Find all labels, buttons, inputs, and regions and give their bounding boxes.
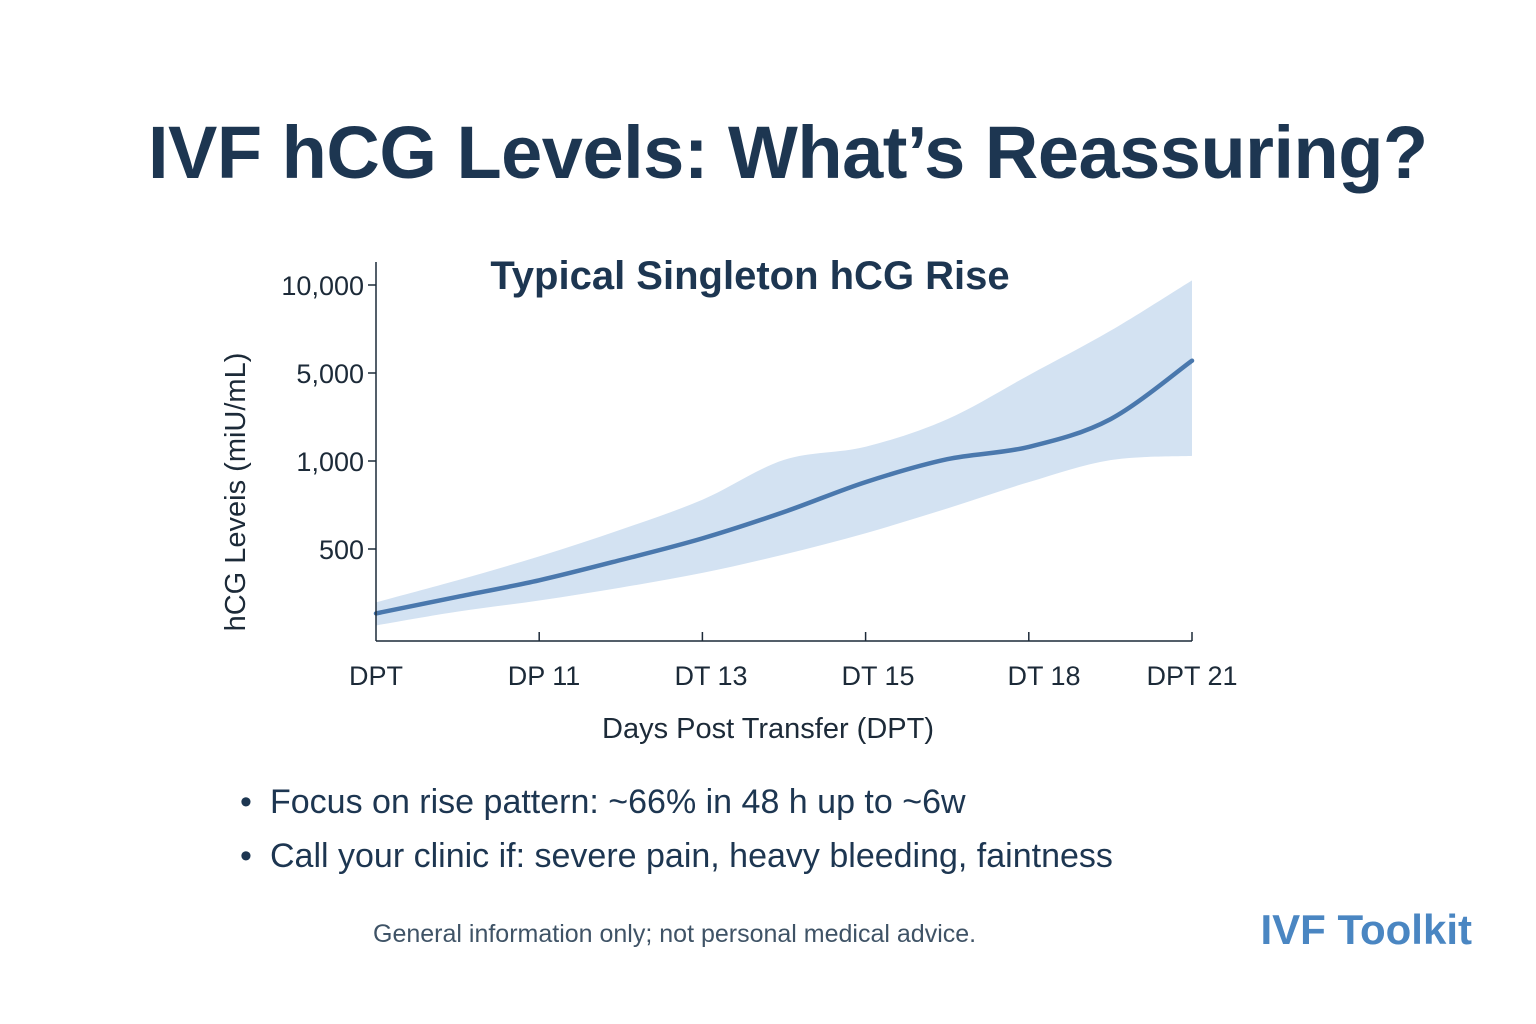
- disclaimer: General information only; not personal m…: [373, 920, 977, 948]
- confidence-band: [376, 280, 1192, 626]
- y-tick-label: 10,000: [281, 271, 364, 301]
- x-tick-label: DT 18: [1007, 661, 1080, 691]
- bullet-text: Call your clinic if: severe pain, heavy …: [270, 837, 1113, 875]
- plot-area: 500 1,000 5,000 10,000 DPT DP 11 DT 13 DT 15 DT …: [281, 262, 1238, 691]
- x-tick-label: DP 11: [508, 661, 581, 691]
- bullet-text: Focus on rise pattern: ~66% in 48 h up t…: [270, 783, 966, 821]
- page-title: IVF hCG Levels: What’s Reassuring?: [148, 111, 1428, 194]
- x-axis-label: Days Post Transfer (DPT): [602, 713, 934, 745]
- y-tick-label: 1,000: [296, 447, 364, 477]
- x-tick-label: DT 13: [674, 661, 747, 691]
- key-points-list: • Focus on rise pattern: ~66% in 48 h up …: [240, 778, 1113, 886]
- median-line: [373, 358, 1195, 616]
- bullet-call-clinic: • Call your clinic if: severe pain, heavy…: [240, 832, 1113, 886]
- y-axis-label: hCG Leveis (miU/mL): [220, 353, 252, 632]
- bullet-rise-pattern: • Focus on rise pattern: ~66% in 48 h up …: [240, 778, 1113, 832]
- x-tick-label: DPT 21: [1146, 661, 1237, 691]
- y-tick-label: 500: [319, 535, 364, 565]
- x-tick-label: DT 15: [841, 661, 914, 691]
- y-tick-label: 5,000: [296, 359, 364, 389]
- brand-logo: IVF Toolkit: [1260, 906, 1472, 953]
- x-tick-label: DPT: [349, 661, 403, 691]
- chart-title: Typical Singleton hCG Rise: [490, 254, 1009, 298]
- bullet-icon: •: [240, 837, 252, 875]
- bullet-icon: •: [240, 783, 252, 821]
